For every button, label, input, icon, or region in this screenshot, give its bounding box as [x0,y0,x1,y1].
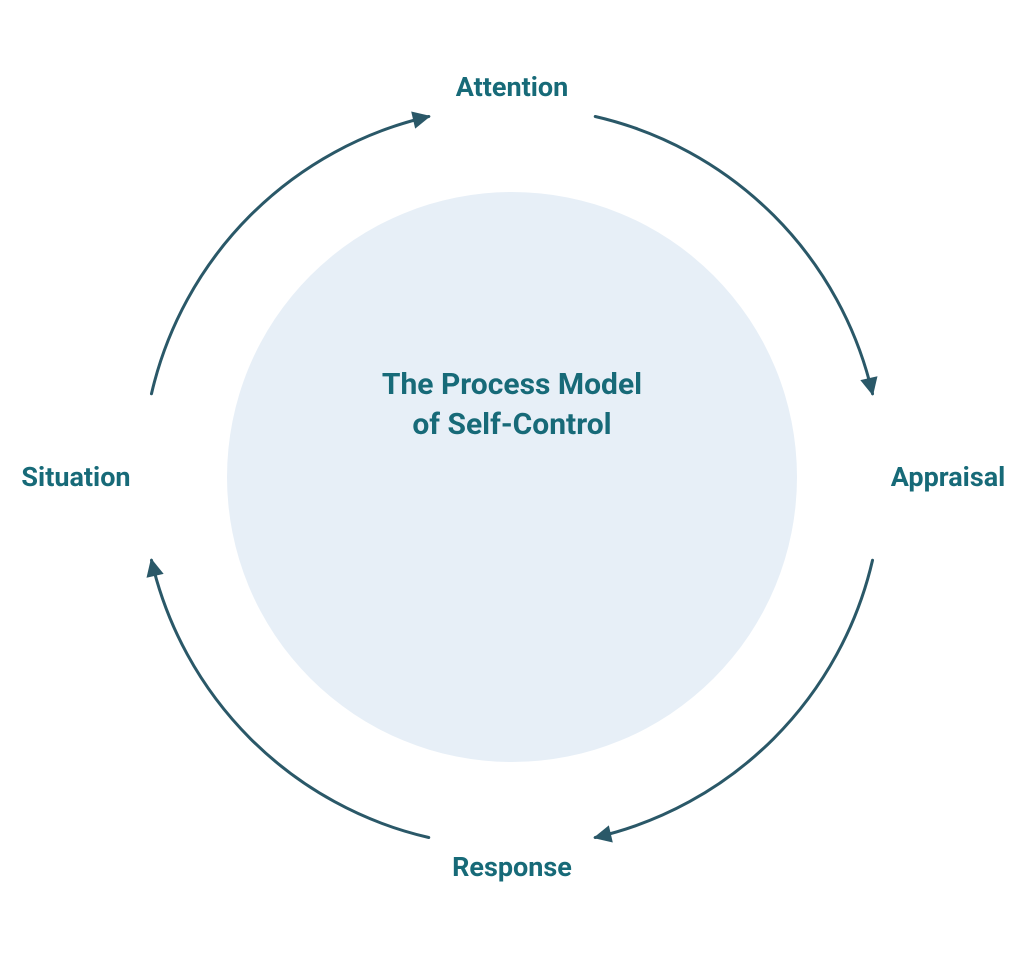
node-attention: Attention [456,71,569,103]
node-appraisal: Appraisal [891,461,1006,493]
center-circle: The Process Model of Self-Control [227,192,797,762]
node-response: Response [452,851,572,883]
center-title-line2: of Self-Control [412,407,611,442]
node-situation: Situation [21,461,130,493]
center-title-line1: The Process Model [382,367,642,402]
center-title: The Process Model of Self-Control [382,365,642,446]
process-model-diagram: The Process Model of Self-Control Attent… [0,0,1024,954]
